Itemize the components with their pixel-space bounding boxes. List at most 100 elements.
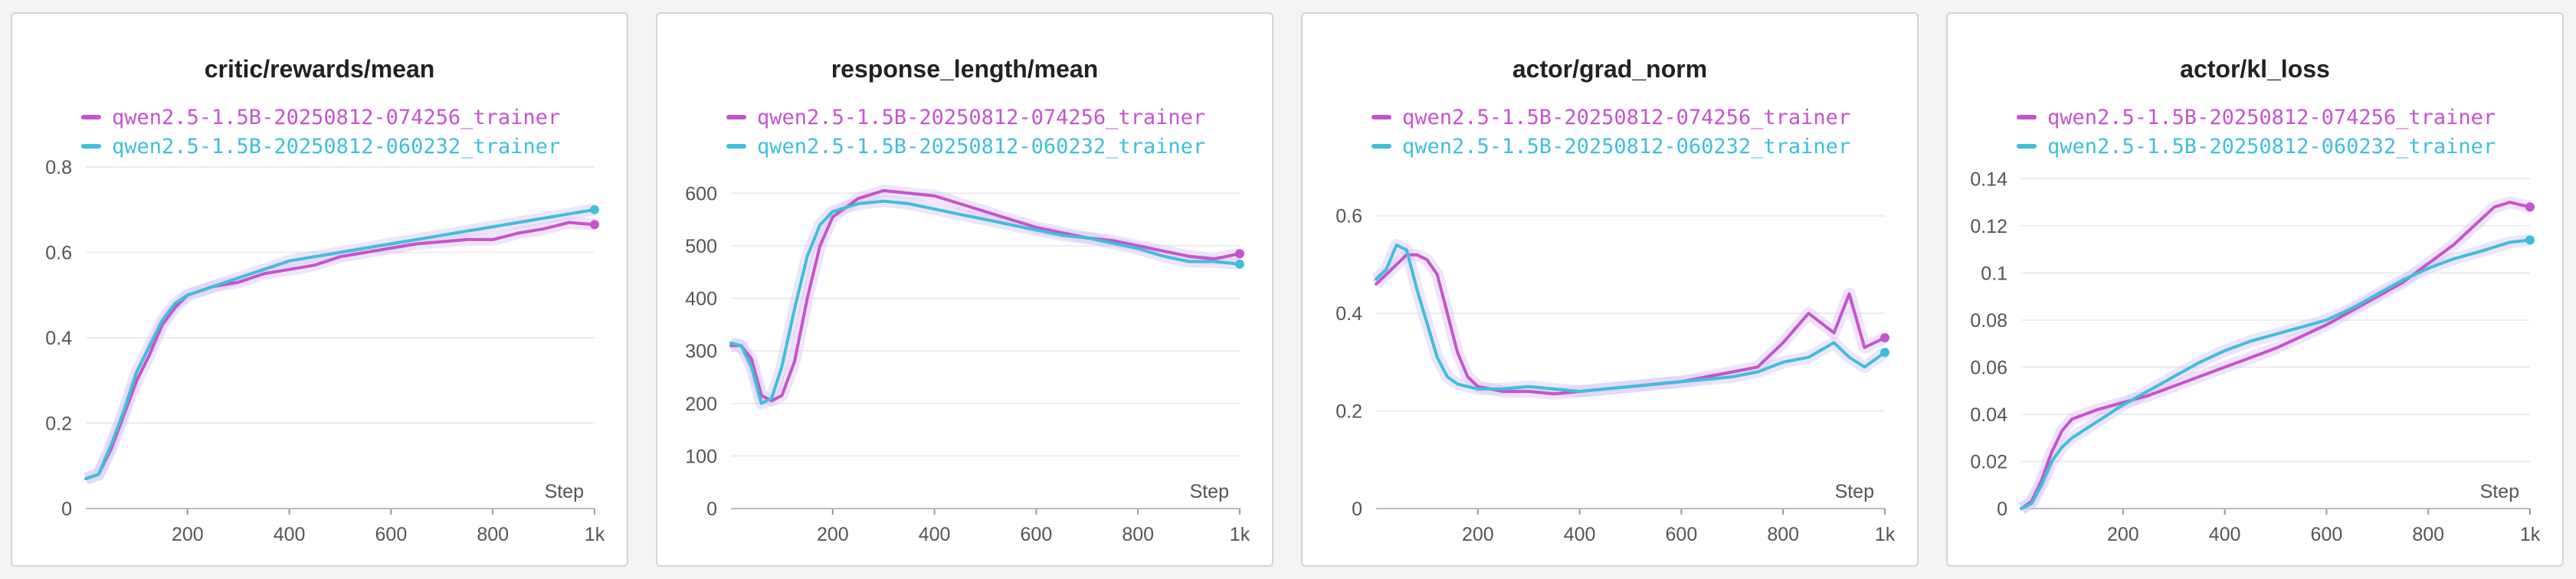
legend-item-series-2[interactable]: qwen2.5-1.5B-20250812-060232_trainer [726, 132, 1205, 161]
y-tick-label: 0.06 [1970, 357, 2007, 378]
series-endpoint [1880, 333, 1889, 342]
y-tick-label: 0.12 [1970, 216, 2007, 237]
x-tick-label: 200 [1462, 524, 1494, 545]
x-tick-label: 400 [1564, 524, 1596, 545]
legend-swatch-cyan [726, 144, 746, 149]
y-tick-label: 0.14 [1970, 168, 2007, 190]
legend-item-series-1[interactable]: qwen2.5-1.5B-20250812-074256_trainer [2017, 103, 2496, 132]
legend-swatch-magenta [726, 115, 746, 119]
legend-item-series-1[interactable]: qwen2.5-1.5B-20250812-074256_trainer [1372, 103, 1850, 132]
x-tick-label: 600 [375, 524, 408, 545]
legend-swatch-magenta [2017, 115, 2037, 119]
legend-label: qwen2.5-1.5B-20250812-074256_trainer [112, 105, 561, 129]
legend-label: qwen2.5-1.5B-20250812-060232_trainer [2047, 134, 2496, 159]
legend-item-series-2[interactable]: qwen2.5-1.5B-20250812-060232_trainer [1372, 132, 1850, 161]
y-tick-label: 0.8 [45, 157, 72, 178]
chart-title: actor/grad_norm [1512, 55, 1708, 83]
x-tick-label: 200 [2107, 524, 2139, 545]
series-shade [84, 216, 595, 485]
chart-title: critic/rewards/mean [204, 55, 435, 83]
legend-label: qwen2.5-1.5B-20250812-060232_trainer [1402, 134, 1851, 159]
y-tick-label: 600 [685, 183, 717, 204]
legend-label: qwen2.5-1.5B-20250812-060232_trainer [757, 134, 1206, 159]
series-endpoint [1235, 249, 1244, 259]
x-tick-label: 200 [817, 524, 849, 545]
chart-panel-response-length: response_length/mean qwen2.5-1.5B-202508… [656, 12, 1273, 567]
y-tick-label: 400 [685, 289, 717, 310]
legend-item-series-1[interactable]: qwen2.5-1.5B-20250812-074256_trainer [726, 103, 1205, 132]
y-tick-label: 100 [685, 446, 717, 467]
y-tick-label: 0.2 [1336, 401, 1362, 423]
y-tick-label: 0 [1997, 499, 2007, 520]
x-tick-label: 600 [2311, 524, 2343, 545]
legend-item-series-2[interactable]: qwen2.5-1.5B-20250812-060232_trainer [2017, 132, 2496, 161]
series-line [1375, 253, 1886, 396]
series-line [2020, 201, 2532, 510]
chart-legend: qwen2.5-1.5B-20250812-074256_trainer qwe… [1372, 103, 1850, 161]
legend-label: qwen2.5-1.5B-20250812-074256_trainer [757, 105, 1206, 129]
x-tick-label: 800 [477, 524, 509, 545]
series-shade [2018, 234, 2531, 515]
x-tick-label: 1k [1230, 524, 1250, 545]
legend-item-series-1[interactable]: qwen2.5-1.5B-20250812-074256_trainer [81, 103, 560, 132]
y-tick-label: 0.02 [1970, 451, 2007, 473]
x-tick-label: 200 [172, 524, 204, 545]
x-tick-label: 600 [1021, 524, 1053, 545]
chart-panel-rewards: critic/rewards/mean qwen2.5-1.5B-2025081… [11, 12, 628, 567]
series-line [84, 208, 596, 480]
y-tick-label: 0 [61, 499, 72, 520]
x-axis-label: Step [545, 481, 584, 502]
chart-title: response_length/mean [831, 55, 1099, 83]
x-tick-label: 400 [2209, 524, 2241, 545]
series-endpoint [590, 204, 599, 214]
x-axis-label: Step [2480, 481, 2519, 502]
chart-panel-kl-loss: actor/kl_loss qwen2.5-1.5B-20250812-0742… [1946, 12, 2564, 567]
y-tick-label: 0.4 [45, 328, 72, 349]
series-endpoint [2525, 235, 2535, 245]
y-tick-label: 0.6 [45, 243, 72, 264]
chart-legend: qwen2.5-1.5B-20250812-074256_trainer qwe… [2017, 103, 2496, 161]
y-tick-label: 0 [706, 499, 717, 520]
legend-item-series-2[interactable]: qwen2.5-1.5B-20250812-060232_trainer [81, 132, 560, 161]
y-tick-label: 0.04 [1970, 404, 2007, 426]
y-tick-label: 0.1 [1981, 263, 2007, 284]
chart-legend: qwen2.5-1.5B-20250812-074256_trainer qwe… [81, 103, 560, 161]
legend-label: qwen2.5-1.5B-20250812-060232_trainer [112, 134, 561, 159]
series-line [729, 199, 1241, 405]
series-line [2020, 238, 2532, 510]
y-tick-label: 200 [685, 394, 717, 415]
plot-area[interactable]: 0 0.2 0.4 0.6 0.8 200 400 600 800 1k Step [12, 14, 630, 568]
x-tick-label: 1k [1875, 524, 1896, 545]
legend-swatch-magenta [1372, 115, 1391, 119]
chart-panel-grad-norm: actor/grad_norm qwen2.5-1.5B-20250812-07… [1301, 12, 1919, 567]
series-shade [2017, 196, 2532, 514]
y-tick-label: 0.2 [45, 414, 72, 435]
series-line [84, 221, 596, 480]
plot-area[interactable]: 0 0.02 0.04 0.06 0.08 0.1 0.12 0.14 200 400 600 800… [1948, 14, 2565, 568]
x-tick-label: 1k [2520, 524, 2541, 545]
y-tick-label: 300 [685, 341, 717, 362]
x-tick-label: 600 [1666, 524, 1698, 545]
chart-legend: qwen2.5-1.5B-20250812-074256_trainer qwe… [726, 103, 1205, 161]
series-line [1375, 243, 1886, 394]
x-tick-label: 400 [919, 524, 951, 545]
x-tick-label: 800 [2412, 524, 2444, 545]
y-tick-label: 500 [685, 236, 717, 257]
plot-area[interactable]: 0 0.2 0.4 0.6 200 400 600 800 1k Step [1303, 14, 1920, 568]
y-tick-label: 0.4 [1336, 303, 1362, 325]
chart-title: actor/kl_loss [2180, 55, 2330, 83]
plot-area[interactable]: 0 100 200 300 400 500 600 200 400 600 800 1k Step [657, 14, 1275, 568]
x-tick-label: 400 [274, 524, 306, 545]
series-endpoint [590, 220, 599, 230]
series-line [729, 188, 1241, 403]
legend-swatch-cyan [1372, 144, 1391, 149]
x-axis-label: Step [1190, 481, 1229, 502]
legend-label: qwen2.5-1.5B-20250812-074256_trainer [1402, 105, 1851, 129]
y-tick-label: 0.6 [1336, 206, 1362, 227]
series-shade [84, 203, 596, 485]
x-tick-label: 1k [585, 524, 605, 545]
y-tick-label: 0.08 [1970, 310, 2007, 332]
x-tick-label: 800 [1767, 524, 1799, 545]
legend-label: qwen2.5-1.5B-20250812-074256_trainer [2047, 105, 2496, 129]
legend-swatch-cyan [2017, 144, 2037, 149]
